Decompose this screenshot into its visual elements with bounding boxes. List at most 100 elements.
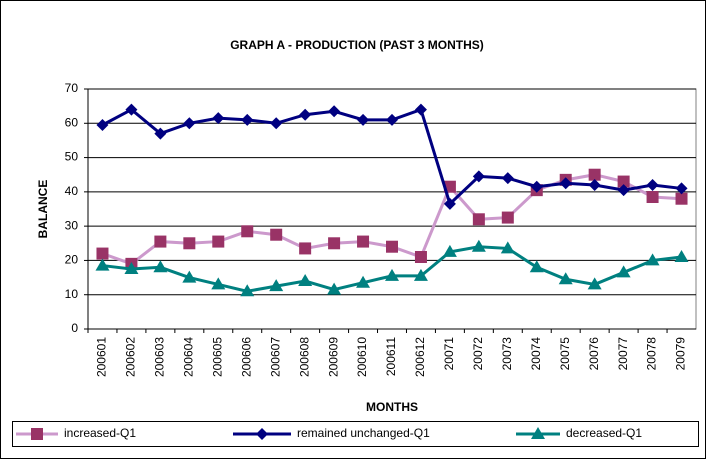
marker [327,282,342,295]
x-tick-label: 200602 [124,337,138,377]
y-tick-label: 40 [65,184,79,198]
x-tick-label: 200601 [95,337,109,377]
marker [501,211,514,224]
y-tick-label: 10 [65,287,79,301]
x-tick-label: 200606 [239,337,253,377]
marker [471,239,486,252]
marker [328,237,341,250]
marker [269,279,284,292]
marker [675,182,688,195]
marker [125,103,138,116]
marker [298,274,313,286]
marker [413,268,428,281]
marker [386,113,398,126]
marker [645,253,660,266]
x-tick-label: 200604 [182,337,196,377]
x-tick-label: 200610 [355,337,369,377]
legend [12,421,699,447]
marker [617,184,630,197]
marker [646,191,659,203]
y-axis-label: BALANCE [36,180,50,239]
marker [154,127,167,140]
marker [646,179,659,191]
x-tick-label: 200612 [413,337,427,377]
x-tick-label: 20078 [645,337,659,371]
marker [414,103,427,116]
marker [31,428,43,440]
x-tick-label: 200611 [384,337,398,376]
marker [617,175,630,188]
x-tick-label: 20074 [529,337,543,371]
x-tick-label: 20075 [558,337,572,371]
marker [241,113,254,126]
marker [183,237,196,250]
x-tick-label: 200605 [210,337,224,377]
marker [96,247,109,260]
marker [299,108,312,121]
marker [211,277,226,290]
x-tick-label: 200608 [297,337,311,377]
marker [616,265,631,278]
marker [240,284,255,297]
y-tick-label: 60 [65,115,79,129]
marker [95,258,110,271]
marker [385,268,399,281]
x-tick-label: 20076 [587,337,601,371]
marker [256,428,268,440]
marker [675,192,688,205]
marker [588,179,601,191]
marker [183,117,196,130]
x-tick-label: 20072 [471,337,485,371]
marker [241,225,254,238]
y-tick-label: 0 [71,321,78,335]
legend-label: remained unchanged-Q1 [297,426,430,440]
x-tick-label: 200607 [268,337,282,377]
marker [357,235,370,248]
marker [588,168,601,181]
marker [96,119,109,131]
x-tick-label: 20079 [674,337,688,371]
marker [531,427,545,439]
y-tick-label: 50 [65,150,79,164]
marker [212,235,225,248]
marker [414,251,427,263]
marker [124,262,139,274]
marker [559,177,572,190]
marker [182,270,197,283]
chart-title: GRAPH A - PRODUCTION (PAST 3 MONTHS) [230,38,484,52]
marker [357,113,370,126]
marker [442,244,457,257]
marker [501,172,514,185]
marker [270,117,283,130]
marker [443,197,456,210]
y-tick-label: 20 [65,253,79,267]
y-tick-label: 30 [65,218,79,232]
x-axis-label: MONTHS [366,400,418,414]
legend-label: increased-Q1 [64,426,136,440]
marker [386,240,398,253]
marker [587,277,602,290]
marker [472,170,485,183]
marker [299,242,312,255]
x-tick-label: 200603 [153,337,167,377]
marker [472,213,485,226]
legend-label: decreased-Q1 [566,426,642,440]
marker [529,260,544,273]
marker [500,241,515,254]
x-tick-label: 200609 [326,337,340,377]
x-tick-label: 20077 [616,337,630,371]
marker [212,112,225,125]
marker [558,272,573,285]
marker [270,228,283,241]
marker [674,250,689,262]
marker [328,105,341,118]
marker [153,260,168,273]
x-tick-label: 20073 [500,337,514,371]
marker [530,180,543,193]
x-tick-label: 20071 [442,337,456,371]
marker [356,275,371,288]
marker [154,235,167,248]
y-tick-label: 70 [65,81,79,95]
